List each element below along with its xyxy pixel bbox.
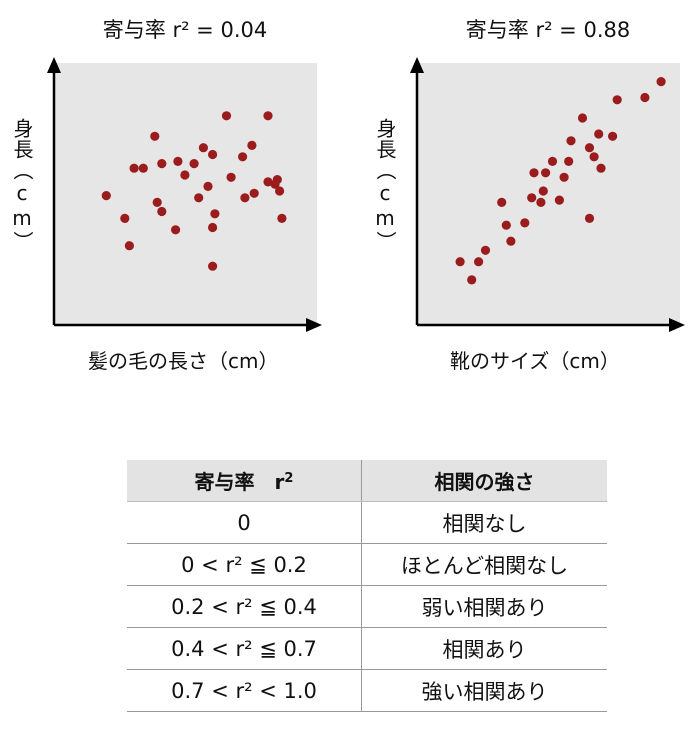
data-point (564, 156, 574, 166)
chart-2-plot (410, 57, 685, 332)
chart-1-title: 寄与率 r² = 0.04 (102, 18, 268, 42)
data-point (656, 77, 666, 87)
data-point (157, 159, 167, 169)
data-point (221, 111, 232, 121)
table-cell-strength: 相関なし (361, 501, 607, 544)
data-point (238, 152, 248, 162)
data-point (529, 168, 539, 178)
data-point (559, 172, 569, 182)
data-point (157, 206, 167, 217)
data-point (247, 140, 257, 150)
data-point (150, 131, 160, 141)
chart-1-y-axis-label: 身長（cm） (10, 118, 34, 252)
data-point (640, 92, 650, 103)
table-cell-range: 0.2 < r² ≦ 0.4 (127, 585, 362, 628)
data-point (589, 152, 599, 162)
x-axis-arrow (306, 318, 322, 332)
data-point (277, 213, 287, 223)
data-point (474, 257, 484, 267)
data-point (263, 177, 273, 187)
table-row: 0 < r² ≦ 0.2 ほとんど相関なし (127, 543, 607, 586)
data-point (124, 241, 134, 251)
data-point (189, 159, 199, 169)
table-cell-range: 0.7 < r² < 1.0 (127, 669, 362, 712)
data-point (249, 188, 259, 198)
data-point (208, 261, 218, 271)
data-point (272, 175, 282, 185)
data-point (594, 129, 604, 139)
data-point (171, 225, 181, 235)
table-header-row: 寄与率 r2 相関の強さ (127, 460, 607, 502)
table-row: 0.2 < r² ≦ 0.4 弱い相関あり (127, 585, 607, 628)
data-point (101, 191, 111, 201)
data-point (480, 245, 491, 255)
data-point (497, 197, 507, 207)
chart-1-x-axis-label: 髪の毛の長さ（cm） (88, 349, 279, 373)
data-point (198, 143, 208, 153)
correlation-table: 寄与率 r2 相関の強さ 0 相関なし 0 < r² ≦ 0.2 ほとんど相関なし 0.… (127, 460, 607, 712)
data-point (120, 213, 130, 223)
data-point (541, 168, 551, 178)
data-point (520, 218, 530, 228)
data-point (173, 156, 183, 166)
table-cell-strength: 強い相関あり (361, 669, 607, 712)
data-point (226, 172, 236, 182)
data-point (584, 143, 595, 153)
data-point (566, 136, 576, 146)
chart-2-y-axis-label: 身長（cm） (373, 118, 397, 252)
plot-background (417, 63, 680, 325)
data-point (194, 193, 204, 203)
data-point (584, 213, 595, 223)
x-axis-arrow (669, 318, 685, 332)
data-point (208, 222, 218, 233)
table-header-cell-r2: 寄与率 r2 (127, 460, 362, 502)
data-point (275, 186, 285, 196)
table-row: 0 相関なし (127, 501, 607, 544)
y-axis-arrow (47, 57, 61, 73)
data-point (538, 186, 548, 196)
data-point (612, 95, 622, 105)
chart-1-plot (47, 57, 322, 332)
data-point (506, 236, 516, 246)
y-axis-arrow (410, 57, 424, 73)
data-point (536, 197, 546, 207)
table-row: 0.7 < r² < 1.0 強い相関あり (127, 669, 607, 712)
data-point (138, 163, 148, 173)
data-point (467, 275, 477, 285)
data-point (577, 113, 588, 123)
data-point (208, 149, 218, 160)
data-point (596, 163, 606, 173)
table-row: 0.4 < r² ≦ 0.7 相関あり (127, 627, 607, 670)
plot-background (54, 63, 317, 325)
table-header-cell-strength: 相関の強さ (361, 460, 607, 502)
data-point (501, 220, 511, 230)
chart-2-x-axis-label: 靴のサイズ（cm） (450, 349, 620, 373)
data-point (180, 170, 190, 180)
data-point (152, 197, 162, 207)
table-cell-strength: 弱い相関あり (361, 585, 607, 628)
data-point (203, 181, 213, 191)
data-point (455, 257, 465, 267)
table-cell-range: 0.4 < r² ≦ 0.7 (127, 627, 362, 670)
data-point (608, 131, 618, 141)
table-cell-strength: 相関あり (361, 627, 607, 670)
table-cell-range: 0 < r² ≦ 0.2 (127, 543, 362, 586)
data-point (240, 193, 250, 203)
data-point (547, 156, 558, 166)
data-point (554, 195, 564, 205)
data-point (527, 193, 537, 203)
data-point (263, 111, 273, 121)
table-cell-range: 0 (127, 501, 362, 544)
data-point (210, 209, 220, 219)
data-point (129, 163, 139, 173)
chart-2-title: 寄与率 r² = 0.88 (465, 18, 631, 42)
table-cell-strength: ほとんど相関なし (361, 543, 607, 586)
